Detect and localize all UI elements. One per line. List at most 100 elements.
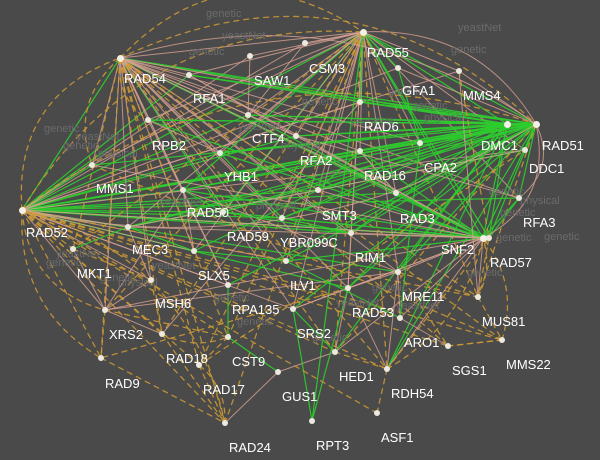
node-label-rad9: RAD9 (105, 376, 140, 391)
graph-node-rdh54[interactable] (384, 366, 390, 372)
graph-node-mms4[interactable] (456, 68, 462, 74)
node-label-xrs2: XRS2 (109, 327, 143, 342)
edge-physical (119, 57, 349, 289)
graph-node-rad16[interactable] (357, 148, 363, 154)
graph-node-gfa1[interactable] (395, 65, 401, 71)
graph-node-rad54[interactable] (116, 54, 124, 62)
edge-physical (72, 248, 106, 311)
edge-genetic (91, 164, 503, 341)
graph-node-rad50[interactable] (180, 187, 186, 193)
graph-node-asf1[interactable] (374, 410, 380, 416)
graph-node-rad3[interactable] (393, 190, 399, 196)
node-label-rfa3: RFA3 (523, 215, 556, 230)
graph-node-xrs2[interactable] (102, 307, 108, 313)
node-label-rfa1: RFA1 (193, 91, 226, 106)
node-label-rad57: RAD57 (490, 255, 532, 270)
edge-genetic (100, 309, 106, 359)
graph-node-aro1[interactable] (397, 315, 403, 321)
edge-coexpression (222, 123, 508, 213)
graph-node-rad57[interactable] (486, 235, 492, 241)
edge-coexpression (227, 336, 279, 373)
graph-node-rpt3[interactable] (309, 418, 315, 424)
edge-genetic (334, 31, 364, 353)
graph-node-hed1[interactable] (332, 349, 338, 355)
edge-physical (127, 226, 152, 281)
edge-coexpression (347, 123, 537, 289)
graph-node-rfa1[interactable] (186, 72, 192, 78)
graph-node-rpb2[interactable] (145, 117, 151, 123)
graph-node-msh6[interactable] (148, 277, 154, 283)
graph-node-mec3[interactable] (125, 224, 131, 230)
graph-node-ybr099c[interactable] (279, 215, 285, 221)
edge-physical (119, 57, 520, 199)
graph-node-rad6[interactable] (357, 99, 363, 105)
edge-physical (21, 42, 306, 211)
graph-node-saw1[interactable] (247, 53, 253, 59)
graph-node-ctf4[interactable] (245, 112, 251, 118)
edge-coexpression (317, 150, 361, 191)
graph-node-ilv1[interactable] (283, 258, 289, 264)
edge-coexpression (482, 197, 520, 239)
edge-physical (482, 123, 540, 239)
edge-coexpression (362, 31, 399, 69)
graph-node-cpa2[interactable] (417, 140, 423, 146)
graph-node-cst9[interactable] (225, 334, 231, 340)
edge-genetic (20, 57, 121, 211)
graph-node-rad59[interactable] (220, 209, 226, 215)
graph-node-rfa2[interactable] (293, 133, 299, 139)
graph-node-rad24[interactable] (222, 420, 228, 426)
edge-coexpression (21, 189, 319, 211)
graph-node-rpa135[interactable] (225, 282, 231, 288)
graph-node-rad52[interactable] (18, 206, 26, 214)
graph-node-srs2[interactable] (290, 306, 296, 312)
graph-node-mus81[interactable] (475, 294, 481, 300)
edge-coexpression (347, 123, 508, 289)
graph-node-dmc1[interactable] (503, 120, 511, 128)
graph-node-rad9[interactable] (98, 355, 104, 361)
edge-physical (397, 67, 537, 125)
edge-coexpression (362, 31, 508, 125)
node-label-dmc1: DMC1 (481, 138, 518, 153)
graph-node-mms22[interactable] (499, 337, 505, 343)
graph-node-mre11[interactable] (395, 269, 401, 275)
edge-genetic (21, 209, 378, 414)
node-label-ctf4: CTF4 (252, 131, 285, 146)
edge-physical (21, 55, 251, 211)
edge-coexpression (127, 226, 195, 252)
edge-coexpression (222, 211, 352, 234)
graph-node-snf2[interactable] (479, 234, 487, 242)
node-label-rad52: RAD52 (26, 225, 68, 240)
edge-physical (119, 57, 287, 262)
edge-genetic (119, 15, 537, 125)
edge-physical (147, 31, 364, 121)
graph-node-rad18[interactable] (159, 331, 165, 337)
graph-node-slx5[interactable] (191, 248, 197, 254)
edge-coexpression (147, 119, 508, 125)
graph-node-gus1[interactable] (275, 369, 281, 375)
edge-genetic (227, 31, 364, 338)
edge-genetic (161, 333, 226, 424)
edge-physical (362, 31, 421, 144)
graph-node-rad51[interactable] (532, 120, 540, 128)
edge-genetic (198, 336, 229, 366)
node-label-rad24: RAD24 (229, 440, 271, 455)
node-label-mms22: MMS22 (506, 357, 551, 372)
graph-node-rim1[interactable] (348, 230, 354, 236)
edge-coexpression (292, 308, 336, 353)
graph-node-mkt1[interactable] (70, 246, 76, 252)
graph-node-csm3[interactable] (302, 40, 308, 46)
graph-node-sgs1[interactable] (445, 343, 451, 349)
edge-genetic (21, 209, 479, 298)
graph-node-rfa3[interactable] (516, 195, 522, 201)
graph-node-smt3[interactable] (315, 187, 321, 193)
graph-node-rad17[interactable] (196, 362, 202, 368)
node-label-saw1: SAW1 (254, 73, 291, 88)
graph-node-yhb1[interactable] (217, 150, 223, 156)
graph-node-mms1[interactable] (89, 162, 95, 168)
graph-node-ddc1[interactable] (522, 147, 528, 153)
graph-node-rad55[interactable] (359, 28, 367, 36)
graph-node-rad53[interactable] (345, 285, 351, 291)
edge-genetic (198, 364, 226, 424)
